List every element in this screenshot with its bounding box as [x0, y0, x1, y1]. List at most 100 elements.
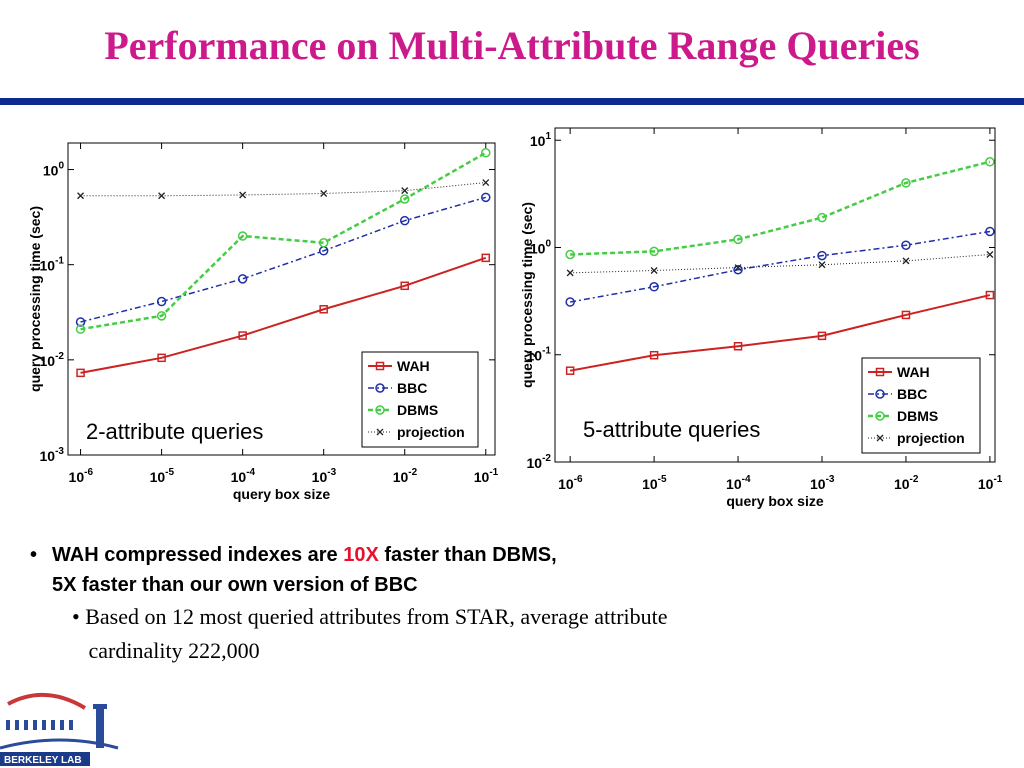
x-tick-label: 10-2 — [393, 467, 418, 485]
x-axis-label: query box size — [233, 486, 330, 502]
series-line — [80, 196, 486, 323]
marker — [237, 231, 248, 241]
marker — [157, 353, 166, 363]
x-tick-label-exp: -1 — [489, 467, 498, 478]
y-tick-label-exp: 1 — [545, 131, 551, 142]
marker — [876, 434, 884, 442]
x-tick-label-exp: -2 — [910, 474, 919, 485]
x-tick-label: 10-4 — [231, 467, 256, 485]
y-tick-label: 100 — [530, 238, 552, 256]
marker — [817, 331, 827, 341]
marker — [375, 405, 385, 415]
marker — [399, 194, 410, 204]
series-line — [570, 254, 990, 274]
y-tick-label-exp: -2 — [542, 453, 551, 464]
marker — [734, 264, 742, 272]
x-tick-label-exp: -4 — [742, 474, 751, 485]
y-tick-label-exp: -3 — [55, 446, 64, 457]
y-axis-label: query processing time (sec) — [27, 206, 43, 392]
marker — [158, 192, 166, 200]
y-tick-label: 100 — [43, 161, 65, 179]
y-tick-label-exp: -1 — [542, 346, 551, 357]
marker — [985, 156, 995, 167]
marker — [817, 212, 827, 223]
marker — [901, 310, 911, 320]
marker — [76, 368, 85, 378]
y-tick-label: 10-1 — [40, 256, 65, 274]
logo-wave — [0, 738, 119, 750]
x-axis-label: query box size — [726, 493, 823, 509]
x-tick-label-exp: -5 — [165, 467, 174, 478]
marker — [985, 226, 995, 237]
y-tick-label-base: 10 — [530, 240, 546, 256]
y-tick-label-base: 10 — [40, 353, 56, 369]
x-tick-label-base: 10 — [642, 476, 658, 492]
x-tick-label-base: 10 — [810, 476, 826, 492]
y-tick-label-exp: -1 — [55, 256, 64, 267]
x-tick-label-base: 10 — [726, 476, 742, 492]
marker — [566, 269, 574, 277]
logo-columns — [6, 704, 107, 748]
marker — [318, 238, 329, 248]
x-tick-label-base: 10 — [231, 469, 247, 485]
legend-label: DBMS — [397, 402, 438, 418]
series-line — [80, 151, 487, 331]
y-tick-label-base: 10 — [527, 455, 543, 471]
y-tick-label-base: 10 — [527, 348, 543, 364]
marker — [239, 191, 247, 199]
marker — [401, 187, 409, 195]
annotation: 2-attribute queries — [86, 419, 263, 444]
x-tick-label-base: 10 — [150, 469, 166, 485]
marker — [481, 192, 491, 203]
y-tick-label: 10-3 — [40, 446, 65, 464]
y-tick-label-base: 10 — [40, 448, 56, 464]
marker — [733, 264, 743, 275]
marker — [320, 190, 328, 197]
marker — [481, 253, 491, 263]
legend-label: BBC — [397, 380, 427, 396]
x-tick-label-exp: -4 — [246, 467, 255, 478]
x-tick-label: 10-6 — [558, 474, 583, 492]
bullet-dot: • — [30, 544, 38, 566]
y-tick-label-exp: 0 — [545, 238, 551, 249]
logo-text: BERKELEY LAB — [4, 755, 82, 766]
sub-bullet-text: Based on 12 most queried attributes from… — [85, 604, 668, 629]
marker — [156, 296, 167, 307]
title-rule — [0, 98, 1024, 105]
series-line — [570, 230, 991, 303]
marker — [985, 290, 995, 300]
x-tick-label: 10-1 — [474, 467, 499, 485]
marker — [376, 428, 384, 436]
y-tick-label-base: 10 — [43, 163, 59, 179]
logo-arc — [7, 693, 87, 710]
marker — [319, 305, 328, 314]
charts: 10-6 10-5 10-4 10-3 10-2 10-110-310-210-1100q… — [27, 127, 1003, 509]
marker — [650, 267, 658, 274]
x-tick-label: 10-5 — [642, 474, 667, 492]
x-tick-label-exp: -3 — [327, 467, 336, 478]
legend-label: WAH — [397, 358, 430, 374]
x-tick-label-exp: -2 — [408, 467, 417, 478]
y-tick-label-exp: 0 — [58, 161, 64, 172]
marker — [875, 411, 885, 421]
marker — [400, 281, 409, 291]
x-tick-label: 10-3 — [312, 467, 337, 485]
legend-label: DBMS — [897, 408, 938, 424]
marker — [901, 178, 911, 188]
annotation: 5-attribute queries — [583, 417, 760, 442]
chart: 10-6 10-5 10-4 10-3 10-2 10-110-210-1100101qu… — [519, 127, 1003, 509]
marker — [237, 274, 248, 284]
y-tick-label: 10-2 — [40, 351, 65, 369]
sub-bullet: • Based on 12 most queried attributes fr… — [72, 600, 668, 668]
marker — [875, 389, 885, 399]
marker — [399, 215, 410, 226]
x-tick-label-exp: -6 — [84, 467, 93, 478]
x-tick-label-base: 10 — [312, 469, 328, 485]
marker — [375, 361, 385, 371]
marker — [565, 366, 575, 375]
y-tick-label: 101 — [530, 131, 552, 149]
marker — [901, 240, 911, 250]
x-tick-label: 10-6 — [69, 467, 94, 485]
logo: BERKELEY LAB — [0, 693, 119, 766]
x-tick-label-exp: -6 — [574, 474, 583, 485]
